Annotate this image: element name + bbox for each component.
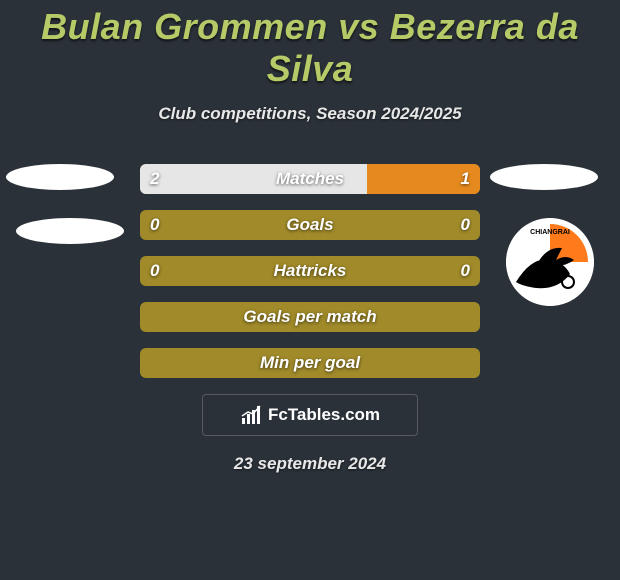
bar-left-fill [140, 164, 367, 194]
brand-label: FcTables.com [268, 405, 380, 425]
stat-row: Hattricks00 [0, 256, 620, 286]
brand-box: FcTables.com [202, 394, 418, 436]
bar-right-fill [367, 164, 480, 194]
bar-track [140, 210, 480, 240]
stat-row: Goals00 [0, 210, 620, 240]
bar-track [140, 256, 480, 286]
bar-track [140, 302, 480, 332]
stat-row: Min per goal [0, 348, 620, 378]
bar-track [140, 164, 480, 194]
page-title: Bulan Grommen vs Bezerra da Silva [0, 0, 620, 90]
bar-track [140, 348, 480, 378]
date-label: 23 september 2024 [0, 454, 620, 474]
page-subtitle: Club competitions, Season 2024/2025 [0, 104, 620, 124]
stat-row: Goals per match [0, 302, 620, 332]
chart-icon [240, 404, 264, 426]
stat-row: Matches21 [0, 164, 620, 194]
comparison-chart: CHIANGRAI Matches21Goals00Hattricks00Goa… [0, 164, 620, 378]
